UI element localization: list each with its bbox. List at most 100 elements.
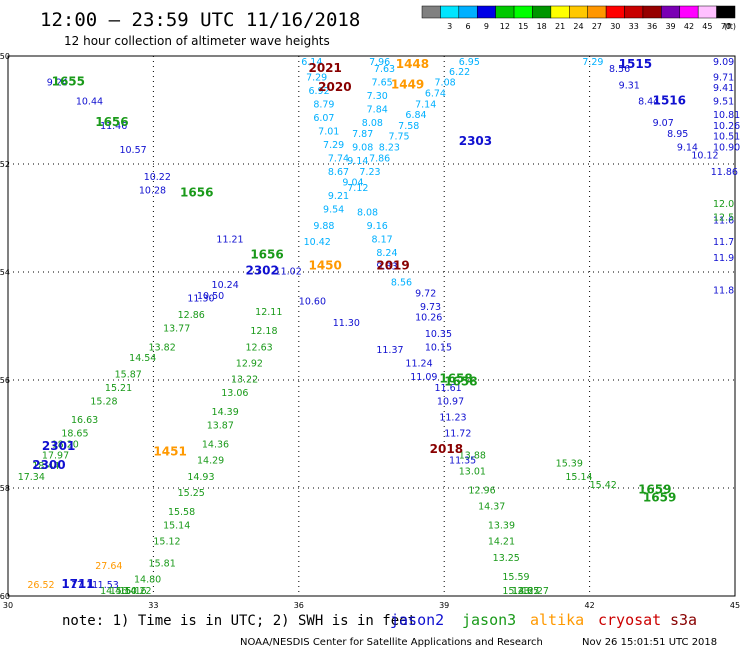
colorbar-swatch xyxy=(495,5,515,19)
data-point-cryosat: 8.56 xyxy=(391,278,412,289)
data-point-jason2: 11.9 xyxy=(713,253,734,264)
data-point-cryosat: 7.84 xyxy=(367,105,388,116)
data-point-jason3: 12.96 xyxy=(468,485,495,496)
data-point-jason3: 13.82 xyxy=(149,342,176,353)
data-point-cryosat: 10.42 xyxy=(304,237,331,248)
data-point-cryosat: 7.74 xyxy=(328,153,349,164)
y-tick-label: -50 xyxy=(0,52,10,61)
data-point-jason3: 14.93 xyxy=(187,472,214,483)
data-point-cryosat: 7.63 xyxy=(374,64,395,75)
colorbar-swatch xyxy=(476,5,496,19)
data-point-cryosat: 9.08 xyxy=(352,143,373,154)
grid-lines xyxy=(8,56,735,596)
data-point-jason2: 10.24 xyxy=(212,280,239,291)
data-point-jason2: 10.97 xyxy=(437,396,464,407)
data-point-jason3: 15.59 xyxy=(502,572,529,583)
satellite-legend-cryosat: cryosat xyxy=(598,611,661,629)
data-point-jason2: 10.50 xyxy=(197,291,224,302)
time-label: 2018 xyxy=(430,442,463,456)
data-point-jason3: 15.12 xyxy=(153,537,180,548)
data-point-jason2: 10.26 xyxy=(713,121,740,132)
colorbar-tick-label: 42 xyxy=(684,22,694,31)
data-point-jason3: 14.37 xyxy=(478,502,505,513)
data-point-jason3: 13.77 xyxy=(163,323,190,334)
data-point-cryosat: 8.08 xyxy=(362,118,383,129)
data-point-cryosat: 6.92 xyxy=(308,86,329,97)
data-point-cryosat: 8.79 xyxy=(313,99,334,110)
colorbar-tick-label: 27 xyxy=(592,22,602,31)
data-point-jason3: 12.0 xyxy=(713,199,734,210)
data-point-jason2: 9.24 xyxy=(47,78,68,89)
time-label: 1451 xyxy=(153,445,186,459)
colorbar-swatch xyxy=(458,5,478,19)
data-point-jason3: 15.81 xyxy=(149,558,176,569)
satellite-legend-jason2: jason2 xyxy=(390,611,444,629)
time-label: 1711 xyxy=(61,577,94,591)
data-point-jason2: 11.23 xyxy=(439,413,466,424)
y-tick-label: -56 xyxy=(0,376,10,385)
data-point-jason2: 10.15 xyxy=(425,342,452,353)
data-point-jason3: 15.16 xyxy=(119,586,146,597)
data-point-cryosat: 7.96 xyxy=(369,57,390,68)
time-label: 1659 xyxy=(638,482,671,496)
data-point-jason3: 17.34 xyxy=(18,472,45,483)
satellite-legend-altika: altika xyxy=(530,611,584,629)
chart-subtitle: 12 hour collection of altimeter wave hei… xyxy=(64,34,330,48)
time-label: 1448 xyxy=(396,57,429,71)
satellite-legend: jason2 jason3 altika cryosat s3a xyxy=(390,611,697,629)
track-time-labels: 1655 1656 1656 1656 2021 2020 1448 1449 2303 1515… xyxy=(32,57,686,591)
data-point-cryosat: 8.08 xyxy=(357,207,378,218)
colorbar-swatch xyxy=(605,5,625,19)
data-point-cryosat: 8.24 xyxy=(376,248,397,259)
data-point-altika: 26.52 xyxy=(27,580,54,591)
data-point-jason3: 15.58 xyxy=(168,507,195,518)
data-point-jason3: 15.21 xyxy=(105,383,132,394)
data-point-altika: 27.64 xyxy=(95,561,122,572)
data-point-jason2: 11.86 xyxy=(711,167,738,178)
data-point-jason2: 9.83 xyxy=(376,261,397,272)
data-point-jason2: 11.09 xyxy=(410,372,437,383)
data-point-jason2: 9.71 xyxy=(713,72,734,83)
colorbar-unit-label: (ft) xyxy=(724,22,736,31)
data-point-jason2: 11.7 xyxy=(713,237,734,248)
data-point-jason2: 9.07 xyxy=(653,118,674,129)
data-point-cryosat: 7.58 xyxy=(398,121,419,132)
data-point-jason3: 15.50 xyxy=(110,586,137,597)
data-point-jason2: 10.28 xyxy=(139,186,166,197)
data-points: 9.2410.4411.4610.5710.2211.2111.0210.601… xyxy=(18,57,740,597)
credit-line: NOAA/NESDIS Center for Satellite Applica… xyxy=(240,637,543,648)
data-point-cryosat: 6.84 xyxy=(405,110,426,121)
data-point-jason2: 8.95 xyxy=(667,129,688,140)
data-point-cryosat: 9.21 xyxy=(328,191,349,202)
x-tick-label: 33 xyxy=(148,601,158,610)
data-point-jason2: 11.30 xyxy=(333,318,360,329)
time-label: 2303 xyxy=(459,134,492,148)
data-point-jason2: 11.21 xyxy=(216,234,243,245)
data-point-cryosat: 7.75 xyxy=(388,132,409,143)
chart-title: 12:00 – 23:59 UTC 11/16/2018 xyxy=(40,9,360,31)
colorbar-tick-label: 24 xyxy=(573,22,583,31)
x-tick-label: 42 xyxy=(585,601,595,610)
data-point-jason3: 13.01 xyxy=(459,467,486,478)
data-point-cryosat: 7.01 xyxy=(318,126,339,137)
colorbar-tick-label: 21 xyxy=(555,22,565,31)
colorbar-tick-label: 39 xyxy=(665,22,675,31)
time-label: 2300 xyxy=(32,458,65,472)
data-point-jason3: 14.39 xyxy=(212,407,239,418)
data-point-cryosat: 7.86 xyxy=(369,153,390,164)
colorbar-swatch xyxy=(661,5,681,19)
data-point-jason2: 1.53 xyxy=(98,580,119,591)
time-label: 2021 xyxy=(308,61,341,75)
colorbar-tick-label: 6 xyxy=(465,22,470,31)
data-point-cryosat: 8.23 xyxy=(379,143,400,154)
colorbar-tick-label: 36 xyxy=(647,22,657,31)
data-point-cryosat: 7.29 xyxy=(323,140,344,151)
time-label: 1655 xyxy=(52,75,85,89)
colorbar-swatch xyxy=(513,5,533,19)
data-point-jason2: 9.51 xyxy=(713,97,734,108)
data-point-jason3: 13.88 xyxy=(459,450,486,461)
data-point-jason3: 12.92 xyxy=(236,359,263,370)
data-point-jason2: 10.90 xyxy=(713,143,740,154)
y-tick-label: -60 xyxy=(0,592,10,601)
data-point-jason3: 15.87 xyxy=(115,369,142,380)
